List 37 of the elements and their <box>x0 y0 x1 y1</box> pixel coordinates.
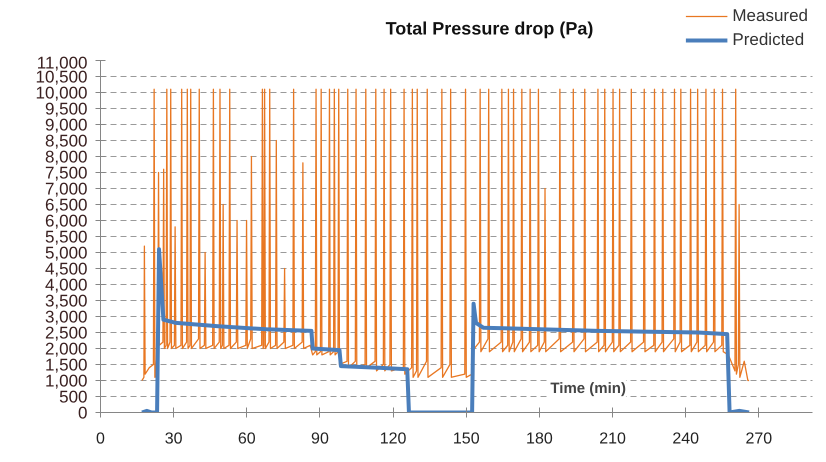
y-tick-label: 8,000 <box>44 148 88 166</box>
y-tick-label: 2,000 <box>44 340 88 358</box>
y-tick-label: 6,500 <box>44 196 88 214</box>
x-tick-label: 270 <box>746 430 772 448</box>
y-tick-label: 500 <box>59 388 88 406</box>
y-tick-label: 6,000 <box>44 212 88 230</box>
chart-title: Total Pressure drop (Pa) <box>386 18 594 38</box>
y-tick-label: 10,000 <box>36 84 88 102</box>
y-tick-label: 9,500 <box>44 100 88 118</box>
legend-label: Predicted <box>732 30 804 50</box>
y-tick-label: 3,000 <box>44 308 88 326</box>
x-tick-label: 150 <box>452 430 480 448</box>
y-tick-label: 7,000 <box>44 180 88 198</box>
y-tick-label: 1,500 <box>44 356 88 374</box>
legend-label: Measured <box>732 6 808 26</box>
x-tick-label: 60 <box>238 430 256 448</box>
line-series <box>140 247 752 412</box>
y-tick-label: 5,000 <box>44 244 88 262</box>
y-tick-label: 2,500 <box>44 324 88 342</box>
y-tick-label: 4,500 <box>44 260 88 278</box>
line-series <box>141 88 750 382</box>
x-tick-label: 30 <box>164 430 183 448</box>
y-tick-label: 5,500 <box>44 228 88 246</box>
y-tick-label: 8,500 <box>44 132 88 150</box>
x-tick-label: 0 <box>96 430 106 448</box>
x-tick-label: 120 <box>380 430 407 448</box>
y-tick-label: 3,500 <box>44 292 88 310</box>
y-tick-label: 1,000 <box>44 372 88 390</box>
y-tick-label: 0 <box>78 404 88 422</box>
x-axis-title: Time (min) <box>550 380 626 397</box>
y-tick-label: 7,500 <box>44 164 88 182</box>
y-tick-label: 9,000 <box>44 116 88 134</box>
y-tick-label: 4,000 <box>44 276 88 294</box>
x-tick-label: 180 <box>526 430 553 448</box>
x-tick-label: 240 <box>672 430 700 448</box>
x-tick-label: 210 <box>599 430 626 448</box>
x-tick-label: 90 <box>311 430 329 448</box>
